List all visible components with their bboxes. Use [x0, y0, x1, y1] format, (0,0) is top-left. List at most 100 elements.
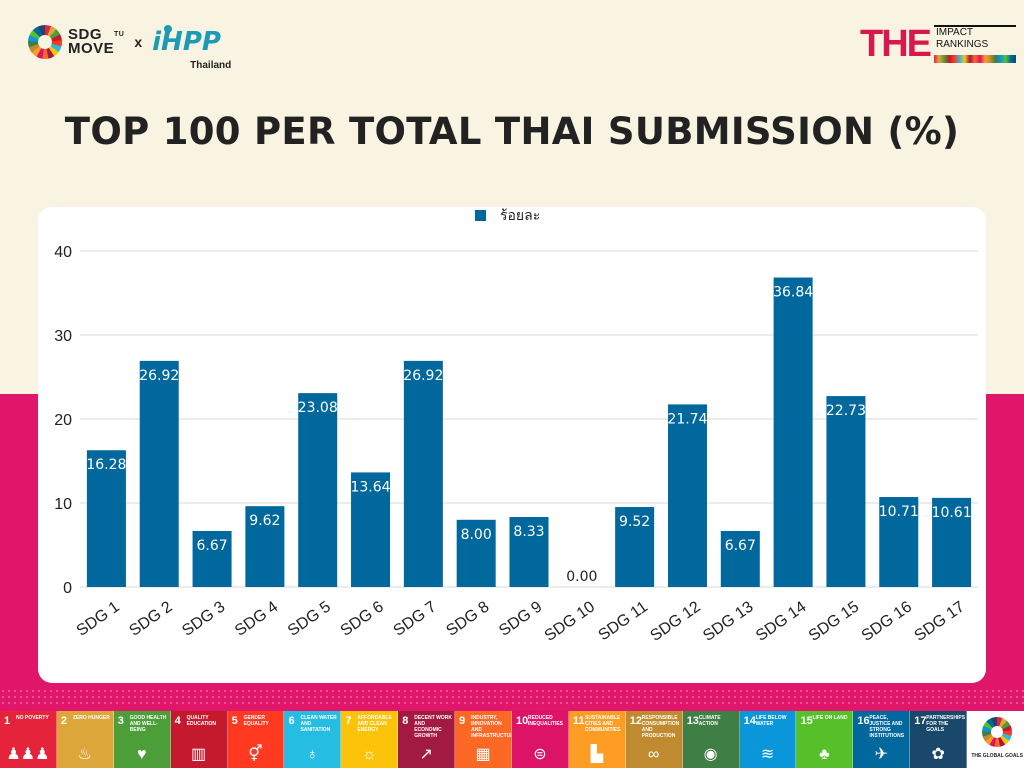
y-tick-label: 20 — [54, 412, 72, 429]
sdg-tile-14: 14 Life Below Water ≋ — [739, 711, 797, 768]
bar — [615, 507, 655, 587]
sdg-label: Gender Equality — [243, 715, 269, 727]
sdg-label: Zero Hunger — [72, 715, 110, 721]
data-label: 10.61 — [932, 505, 972, 521]
bar — [86, 450, 126, 587]
sdg-label: Quality Education — [186, 715, 217, 727]
x-tick-label: SDG 14 — [753, 598, 809, 645]
impact-rankings-block: IMPACT RANKINGS — [934, 25, 1016, 63]
sdg-tile-13: 13 Climate Action ◉ — [682, 711, 740, 768]
global-goals-wheel-icon — [982, 717, 1013, 747]
x-tick-label: SDG 1 — [74, 598, 123, 640]
sdg-goal-icon: ♨ — [77, 746, 92, 763]
data-label: 8.33 — [513, 524, 544, 540]
chart-card: 0 10 20 30 40 ร้อยละ 16.28 SDG 1 26.92 SDG 2 6.67 S… — [38, 207, 986, 683]
sdg-tile-7: 7 Affordable and Clean Energy ☼ — [341, 711, 399, 768]
bar — [826, 396, 866, 587]
sdg-goal-icon: ⊜ — [533, 746, 547, 763]
sdg-number: 16 — [857, 715, 870, 727]
sdg-goal-icon: ♥ — [136, 746, 147, 763]
sdg-goal-icon: ↗ — [419, 746, 433, 763]
x-tick-label: SDG 8 — [443, 598, 492, 640]
x-tick-label: SDG 4 — [232, 598, 281, 640]
sdg-label: Partnerships for the Goals — [926, 715, 966, 733]
sdg-number: 9 — [459, 715, 466, 727]
sdg-tile-12: 12 Responsible Consumption and Production… — [625, 711, 683, 768]
sdg-color-bar — [934, 55, 1016, 63]
data-label: 36.84 — [773, 285, 813, 301]
sdg-tile-2: 2 Zero Hunger ♨ — [56, 711, 114, 768]
y-tick-label: 40 — [54, 244, 72, 261]
data-label: 0.00 — [566, 569, 597, 585]
sdg-number: 11 — [572, 715, 585, 727]
sdg-tile-15: 15 Life on Land ♣ — [796, 711, 854, 768]
data-label: 6.67 — [196, 538, 227, 554]
sdg-label: Life Below Water — [755, 715, 787, 727]
sdg-move-text: SDG MOVETU — [68, 27, 124, 56]
sdg-tile-10: 10 Reduced Inequalities ⊜ — [512, 711, 569, 768]
sdg-goal-icon: ⚥ — [248, 746, 263, 763]
logo-cross: x — [134, 34, 143, 50]
global-goals-label: The Global Goals — [971, 753, 1023, 759]
sdg-number: 17 — [914, 715, 927, 727]
sdg-number: 3 — [117, 715, 124, 727]
the-impact-rankings-logo: THE IMPACT RANKINGS — [860, 24, 1016, 64]
x-tick-label: SDG 16 — [859, 598, 915, 645]
sdg-number: 7 — [345, 715, 352, 727]
bar — [456, 519, 496, 587]
sdg-tile-6: 6 Clean Water and Sanitation ♁ — [284, 711, 342, 768]
y-tick-label: 10 — [54, 496, 72, 513]
sdg-tile-3: 3 Good Health and Well-Being ♥ — [113, 711, 171, 768]
sdg-number: 13 — [686, 715, 699, 727]
data-label: 8.00 — [461, 527, 492, 543]
sdg-number: 4 — [174, 715, 181, 727]
sdg-goal-icon: ♟♟♟ — [6, 746, 50, 763]
sdg-tile-9: 9 Industry, Innovation and Infrastructure… — [455, 711, 513, 768]
bar — [773, 277, 813, 587]
sdg-number: 2 — [60, 715, 68, 727]
bar — [139, 360, 179, 587]
x-tick-label: SDG 3 — [179, 598, 228, 640]
sdg-number: 1 — [4, 715, 11, 727]
sdg-number: 6 — [288, 715, 295, 727]
bar — [298, 393, 338, 587]
dot-pattern — [0, 688, 1024, 708]
sdg-goal-icon: ▙ — [590, 746, 603, 763]
data-label: 26.92 — [139, 368, 179, 384]
data-label: 21.74 — [667, 411, 707, 427]
data-label: 9.52 — [619, 514, 650, 530]
data-label: 16.28 — [86, 457, 126, 473]
bar — [879, 497, 919, 587]
sdg-wheel-icon — [28, 25, 62, 59]
bar — [351, 472, 391, 587]
ihpp-dot-icon — [164, 25, 173, 33]
ihpp-label: iHPP — [152, 27, 221, 57]
data-label: 22.73 — [826, 403, 866, 419]
global-goals-tile: The Global Goals — [967, 711, 1024, 768]
sdg-number: 10 — [516, 715, 529, 727]
data-label: 9.62 — [249, 513, 280, 529]
y-tick-label: 0 — [63, 580, 72, 597]
sdg-label: Affordable and Clean Energy — [357, 715, 392, 733]
sdg-tile-1: 1 No Poverty ♟♟♟ — [0, 711, 57, 768]
x-tick-label: SDG 10 — [542, 598, 598, 645]
page-title: TOP 100 PER TOTAL THAI SUBMISSION (%) — [64, 110, 960, 153]
x-tick-label: SDG 7 — [391, 598, 440, 640]
sdg-number: 5 — [231, 715, 238, 727]
sdg-label: Good Health and Well-Being — [129, 715, 167, 733]
sdg-goal-icon: ≋ — [760, 746, 775, 763]
ihpp-logo: iHPP Thailand — [152, 25, 231, 71]
sdg-number: 15 — [800, 715, 813, 727]
sdg-goal-icon: ☼ — [361, 746, 377, 763]
sdg-label: Clean Water and Sanitation — [300, 715, 337, 733]
bar — [720, 530, 760, 587]
data-label: 13.64 — [350, 479, 390, 495]
sdg-tile-4: 4 Quality Education ▥ — [170, 711, 228, 768]
sdg-label: Reduced Inequalities — [528, 715, 564, 727]
legend-label: ร้อยละ — [500, 208, 540, 224]
sdg-label: Sustainable Cities and Communities — [584, 715, 621, 733]
sdg-label: Peace, Justice and Strong Institutions — [869, 715, 905, 739]
x-tick-label: SDG 11 — [596, 598, 651, 644]
sdg-label: Life on Land — [812, 715, 848, 721]
sdg-strip: 1 No Poverty ♟♟♟ 2 Zero Hunger ♨ 3 Good Health … — [0, 711, 1024, 768]
